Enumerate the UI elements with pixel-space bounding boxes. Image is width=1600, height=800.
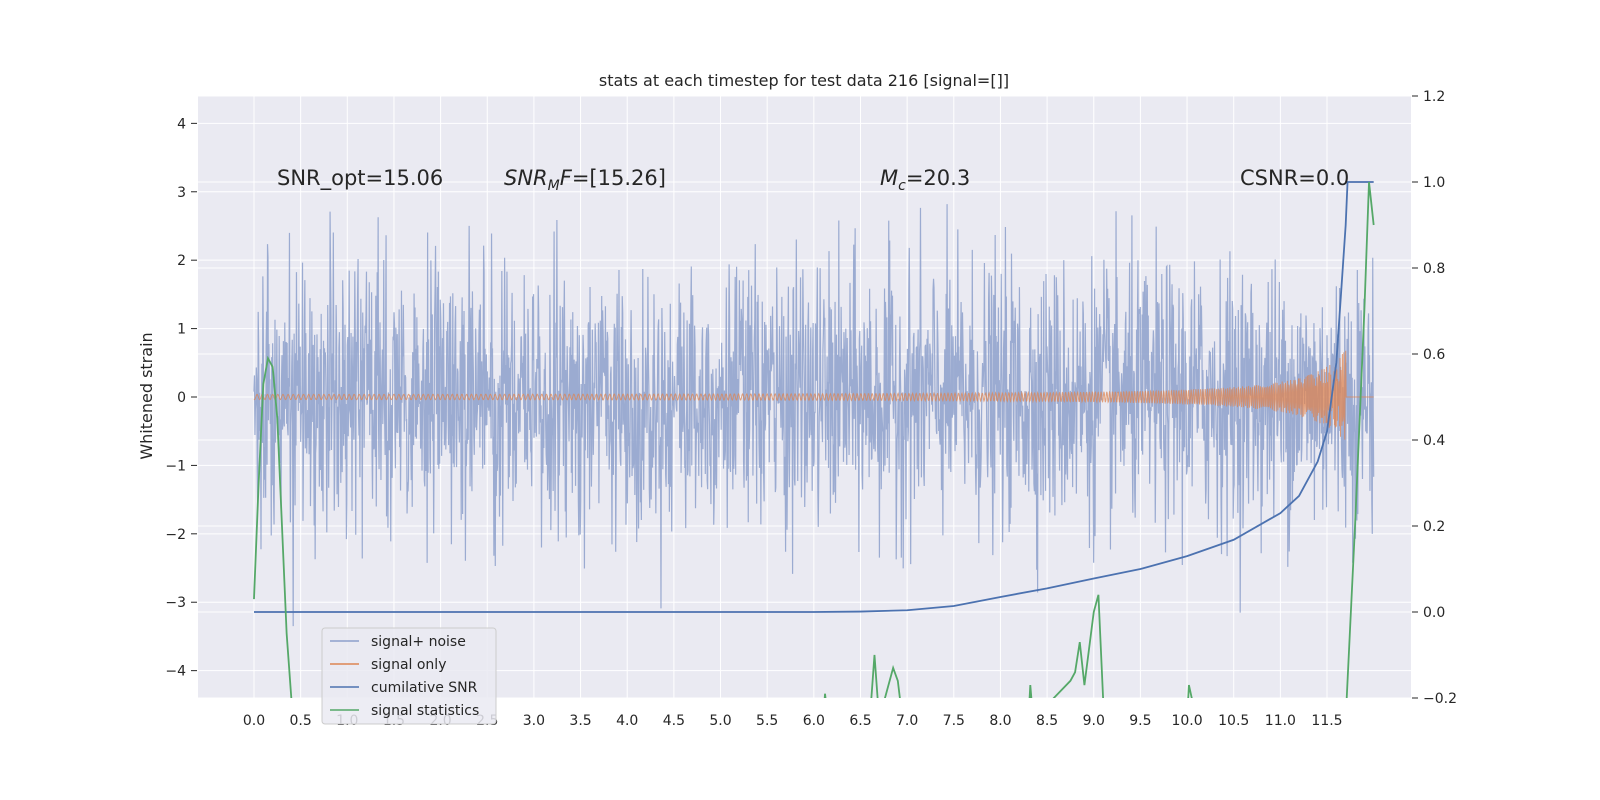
y-tick-label: −1: [165, 458, 186, 474]
chart-title: stats at each timestep for test data 216…: [599, 71, 1009, 90]
y-tick-label: −3: [165, 595, 186, 611]
x-tick-label: 6.0: [803, 713, 825, 729]
legend-label-signal-noise: signal+ noise: [371, 634, 466, 650]
y2-tick-label: 0.4: [1423, 433, 1445, 449]
x-tick-label: 5.0: [709, 713, 731, 729]
signal-plus-noise-series: [253, 204, 1375, 627]
legend-label-signal-statistics: signal statistics: [371, 703, 479, 719]
legend: signal+ noise signal only cumilative SNR…: [321, 627, 497, 725]
x-tick-label: 0.0: [243, 713, 265, 729]
x-tick-label: 4.0: [616, 713, 638, 729]
axis-ticks: 0.00.51.01.52.02.53.03.54.04.55.05.56.06…: [165, 89, 1457, 729]
annotation-snr-mf-value: =[15.26]: [572, 166, 666, 190]
y-tick-label: 2: [177, 253, 186, 269]
annotation-mc-value: =20.3: [906, 166, 970, 190]
y-tick-label: 1: [177, 322, 186, 338]
x-tick-label: 0.5: [290, 713, 312, 729]
y-tick-label: −4: [165, 664, 186, 680]
y-tick-label: 0: [177, 390, 186, 406]
x-tick-label: 7.0: [896, 713, 918, 729]
annotation-snr-opt: SNR_opt=15.06: [277, 166, 443, 191]
y2-tick-label: 1.2: [1423, 89, 1445, 105]
x-tick-label: 10.0: [1171, 713, 1202, 729]
y-axis-label: Whitened strain: [137, 332, 156, 459]
signal-only-line: [253, 350, 1374, 440]
annotation-snr-mf: SNRMF=[15.26]: [504, 166, 666, 194]
right-axis-series: [253, 181, 1375, 698]
legend-label-cumulative-snr: cumilative SNR: [371, 680, 478, 696]
x-tick-label: 11.0: [1265, 713, 1296, 729]
x-tick-label: 3.0: [523, 713, 545, 729]
signal-plus-noise-line: [253, 204, 1375, 627]
x-tick-label: 9.5: [1129, 713, 1151, 729]
annotation-mc: Mc=20.3: [880, 166, 970, 194]
x-tick-label: 4.5: [663, 713, 685, 729]
signal-statistics-line: [253, 181, 1375, 698]
x-tick-label: 5.5: [756, 713, 778, 729]
x-tick-label: 8.5: [1036, 713, 1058, 729]
y2-tick-label: 0.0: [1423, 605, 1445, 621]
x-tick-label: 10.5: [1218, 713, 1249, 729]
y2-tick-label: −0.2: [1423, 691, 1457, 707]
y-tick-label: 3: [177, 185, 186, 201]
x-tick-label: 6.5: [849, 713, 871, 729]
x-tick-label: 3.5: [569, 713, 591, 729]
x-tick-label: 8.0: [989, 713, 1011, 729]
y-tick-label: 4: [177, 116, 186, 132]
y2-tick-label: 0.8: [1423, 261, 1445, 277]
cumulative-snr-line: [253, 181, 1374, 613]
legend-box: [321, 627, 497, 725]
y2-tick-label: 0.6: [1423, 347, 1445, 363]
y2-tick-label: 0.2: [1423, 519, 1445, 535]
x-tick-label: 9.0: [1083, 713, 1105, 729]
y2-tick-label: 1.0: [1423, 175, 1445, 191]
x-tick-label: 7.5: [943, 713, 965, 729]
x-tick-label: 11.5: [1311, 713, 1342, 729]
annotation-csnr: CSNR=0.0: [1240, 166, 1349, 190]
legend-label-signal-only: signal only: [371, 657, 446, 673]
signal-only-series: [253, 350, 1374, 440]
y-tick-label: −2: [165, 527, 186, 543]
